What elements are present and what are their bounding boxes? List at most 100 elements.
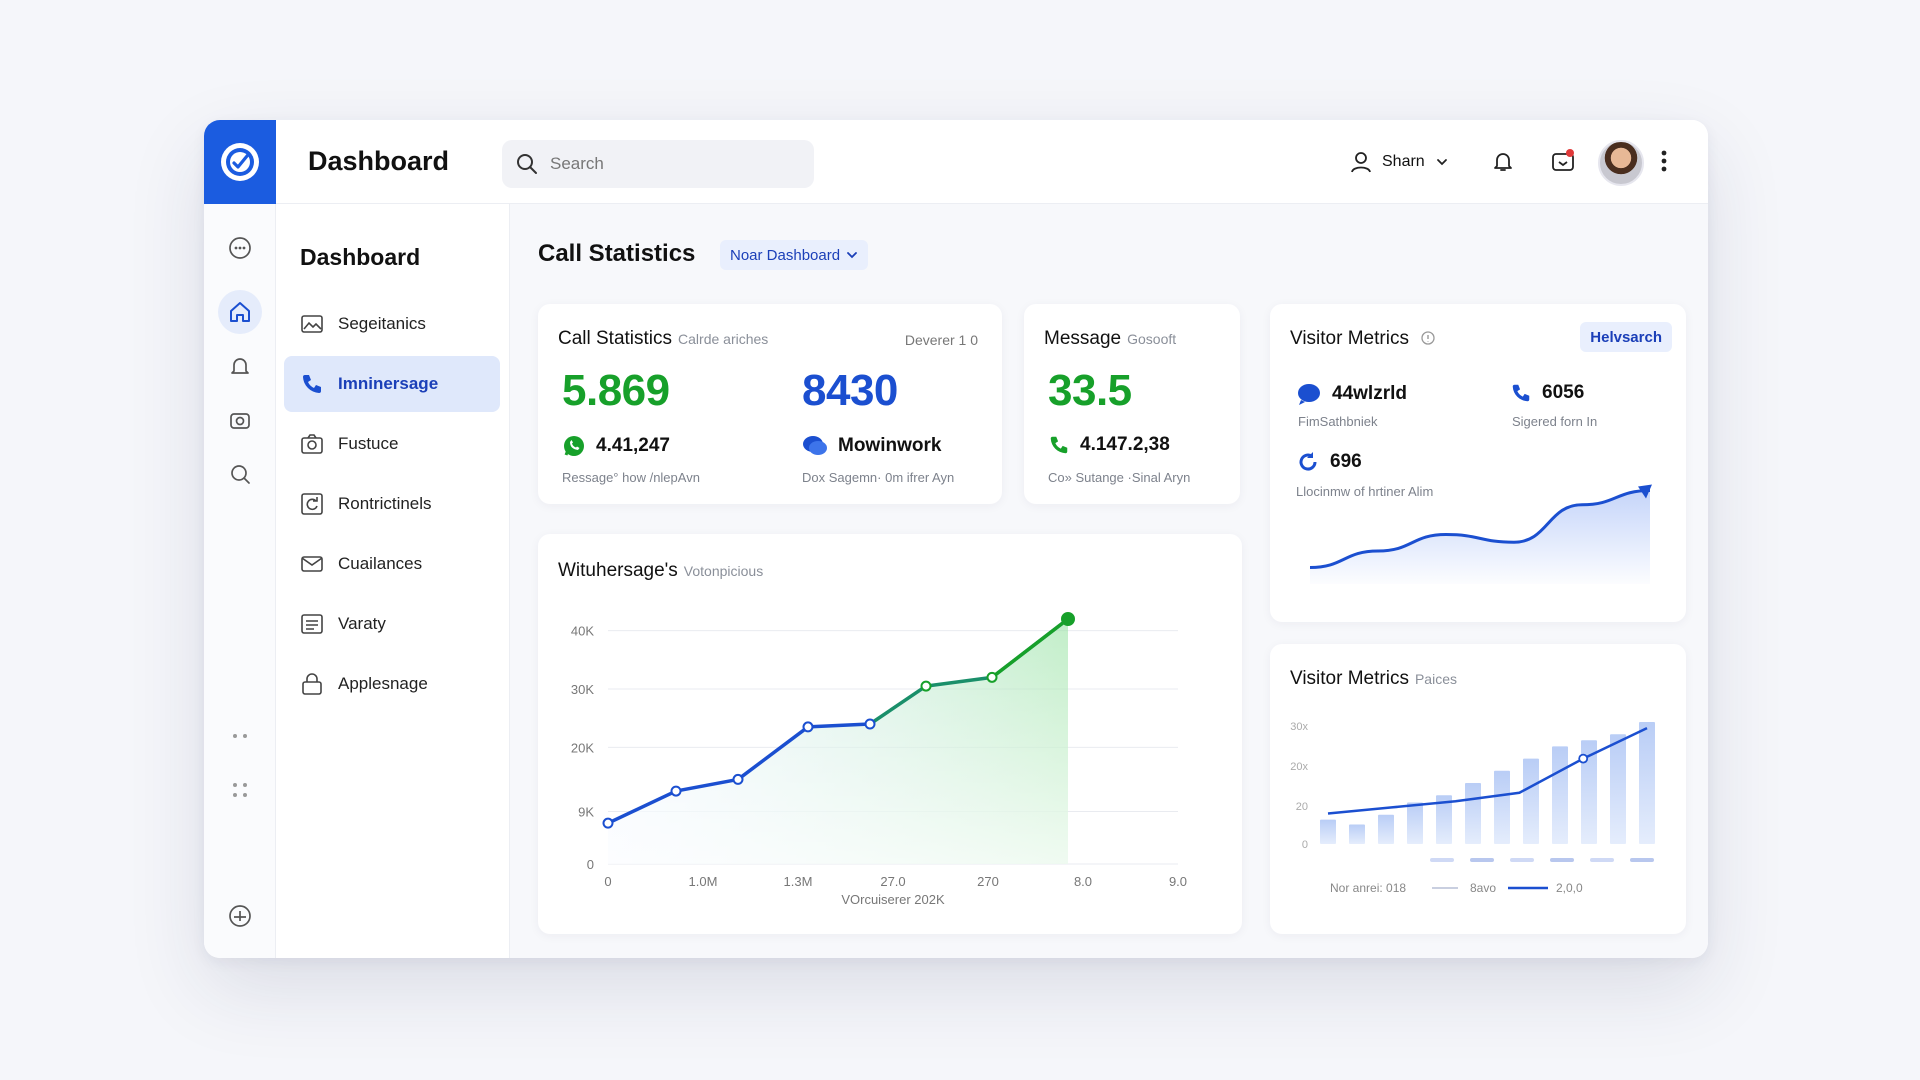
sidebar-item-rontrictinels[interactable]: Rontrictinels xyxy=(284,476,500,532)
data-point xyxy=(802,721,814,733)
visitor-metrics-bars-card: Visitor Metrics Paices 0 20 20x 30x Nor anrei… xyxy=(1270,644,1686,934)
metric-left-value: 4.41,247 xyxy=(596,435,670,456)
arrow-head-icon xyxy=(1638,484,1652,499)
call-statistics-card: Call Statistics Calrde ariches Deverer 1 … xyxy=(538,304,1002,504)
bar xyxy=(1523,758,1539,844)
card-subtitle: Paices xyxy=(1414,671,1457,687)
legend-dash xyxy=(1470,858,1494,862)
visitor-stat-2: 6056 xyxy=(1510,382,1584,404)
phone-icon xyxy=(1512,384,1530,402)
legend-label: Nor anrei: 018 xyxy=(1330,881,1406,895)
sidebar-item-applesnage[interactable]: Applesnage xyxy=(284,656,500,712)
metric-right: Mowinwork xyxy=(802,434,941,458)
legend-dash xyxy=(1590,858,1614,862)
sidebar-item-imninersage[interactable]: Imninersage xyxy=(284,356,500,412)
card-title: Visitor Metrics xyxy=(1290,328,1436,350)
messages-button[interactable] xyxy=(1548,146,1578,176)
camera-icon xyxy=(301,434,323,454)
avatar[interactable] xyxy=(1598,140,1644,186)
chart-area-fade xyxy=(608,619,1068,864)
y-tick-label: 20x xyxy=(1290,761,1308,773)
y-tick-label: 0 xyxy=(1302,839,1308,851)
main-content: Call Statistics Noar Dashboard Call Stat… xyxy=(510,204,1708,958)
sidebar-item-fustuce[interactable]: Fustuce xyxy=(284,416,500,472)
bar xyxy=(1552,746,1568,844)
app-logo[interactable] xyxy=(204,120,276,204)
visitor-badge[interactable]: Helvsarch xyxy=(1580,322,1672,352)
series-line-green xyxy=(990,617,1070,679)
metric-right-caption: Dox Sagemn· 0m ifrer Ayn xyxy=(802,470,955,485)
rail-grid[interactable] xyxy=(218,768,262,812)
sidebar-item-segeitanics[interactable]: Segeitanics xyxy=(284,296,500,352)
data-point xyxy=(920,680,932,692)
card-title: Message Gosooft xyxy=(1044,328,1176,350)
search-box[interactable] xyxy=(502,140,814,188)
legend-dash xyxy=(1630,858,1654,862)
message-card: Message Gosooft 33.5 4.147.2,38 Co» Sutan… xyxy=(1024,304,1240,504)
x-tick-label: 8.0 xyxy=(1074,874,1092,889)
rail-chat[interactable] xyxy=(218,226,262,270)
legend-dash xyxy=(1510,858,1534,862)
card-title-text: Wituhersage's xyxy=(558,560,678,581)
bar xyxy=(1581,740,1597,844)
legend-dash xyxy=(1550,858,1574,862)
sidebar-item-varaty[interactable]: Varaty xyxy=(284,596,500,652)
bell-icon xyxy=(1494,153,1512,171)
search-input[interactable] xyxy=(550,154,790,174)
y-tick-label: 20K xyxy=(571,740,594,755)
visitor-stat-1-value: 44wlzrld xyxy=(1332,383,1407,404)
data-point xyxy=(602,817,614,829)
sidebar-item-cuailances[interactable]: Cuailances xyxy=(284,536,500,592)
chat-icon xyxy=(229,237,251,259)
user-menu[interactable]: Sharn xyxy=(1350,146,1449,178)
rail-search[interactable] xyxy=(218,452,262,496)
sidebar-item-label: Segeitanics xyxy=(338,314,426,333)
bar xyxy=(1349,824,1365,844)
sidebar-item-label: Applesnage xyxy=(338,674,428,693)
card-title-text: Visitor Metrics xyxy=(1290,668,1409,689)
legend-label: 2,0,0 xyxy=(1556,881,1583,895)
data-point xyxy=(864,718,876,730)
x-axis-label: VOrcuiserer 202K xyxy=(841,892,945,907)
chevron-down-icon xyxy=(1436,159,1447,166)
metric-left-caption: Ressage° how /nlepAvn xyxy=(562,470,700,485)
sidebar-item-label: Varaty xyxy=(338,614,386,633)
legend-dash xyxy=(1430,858,1454,862)
x-tick-label: 0 xyxy=(604,874,611,889)
data-point xyxy=(986,671,998,683)
rail-support[interactable] xyxy=(218,894,262,938)
app-window: Dashboard Sharn xyxy=(204,120,1708,958)
y-tick-label: 30K xyxy=(571,682,594,697)
mini-area-fill xyxy=(1310,490,1650,584)
notifications-button[interactable] xyxy=(1488,146,1518,176)
bar xyxy=(1436,795,1452,844)
main-chart-card: Wituhersage's Votonpicious 0 9K 20K 30K 40K 0 1… xyxy=(538,534,1242,934)
metric-left: 4.41,247 xyxy=(562,434,670,458)
phone-icon xyxy=(303,375,321,393)
home-icon xyxy=(230,302,250,322)
y-tick-label: 20 xyxy=(1296,801,1308,813)
rail-camera[interactable] xyxy=(218,398,262,442)
phone-icon xyxy=(1050,436,1068,454)
more-options-button[interactable] xyxy=(1654,146,1674,176)
logo-icon xyxy=(221,143,259,181)
visitor-stat-2-caption: Sigered forn In xyxy=(1512,414,1598,429)
dropdown-label: Noar Dashboard xyxy=(730,246,841,264)
lock-icon xyxy=(302,673,322,695)
sidebar-item-label: Rontrictinels xyxy=(338,494,432,513)
rail-notifications[interactable] xyxy=(218,344,262,388)
rail-home[interactable] xyxy=(218,290,262,334)
bar xyxy=(1407,802,1423,844)
bar xyxy=(1378,814,1394,844)
card-subtitle: Votonpicious xyxy=(683,563,764,579)
list-icon xyxy=(301,614,323,634)
dashboard-dropdown[interactable]: Noar Dashboard xyxy=(720,240,869,270)
card-title-text: Visitor Metrics xyxy=(1290,328,1409,349)
rail-dots-small[interactable] xyxy=(218,714,262,758)
y-tick-label: 40K xyxy=(571,624,594,639)
chat-bubble-icon xyxy=(1298,384,1320,405)
card-title-text: Message xyxy=(1044,328,1122,349)
refresh-icon xyxy=(301,493,323,515)
card-title: Visitor Metrics Paices xyxy=(1290,668,1457,690)
icon-rail xyxy=(204,204,276,958)
